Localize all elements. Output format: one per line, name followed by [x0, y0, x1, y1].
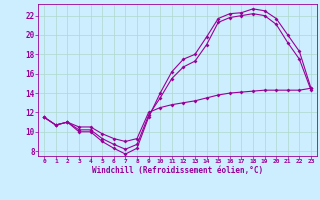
X-axis label: Windchill (Refroidissement éolien,°C): Windchill (Refroidissement éolien,°C) — [92, 166, 263, 175]
